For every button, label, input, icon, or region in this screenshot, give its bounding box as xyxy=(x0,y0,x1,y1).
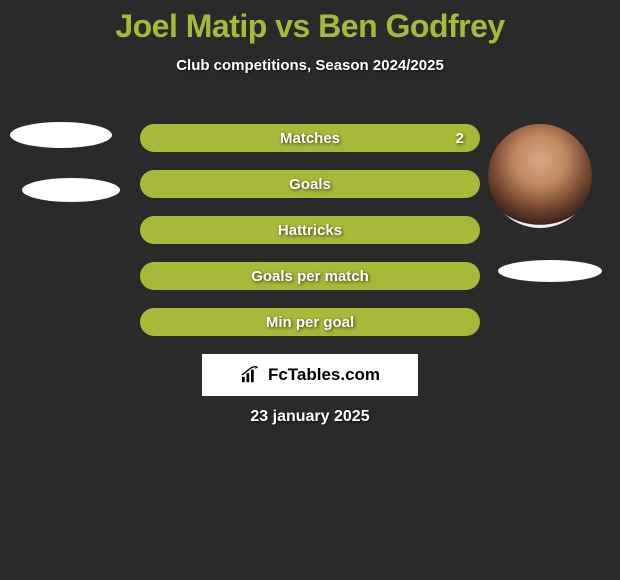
stats-bars: Matches 2 Goals Hattricks Goals per matc… xyxy=(140,124,480,354)
bar-goals: Goals xyxy=(140,170,480,198)
bar-hattricks: Hattricks xyxy=(140,216,480,244)
player2-marker xyxy=(498,260,602,282)
player1-marker-top xyxy=(10,122,112,148)
subtitle: Club competitions, Season 2024/2025 xyxy=(0,57,620,74)
bar-min-per-goal: Min per goal xyxy=(140,308,480,336)
player1-marker-bottom xyxy=(22,178,120,202)
bar-matches: Matches 2 xyxy=(140,124,480,152)
bar-value: 2 xyxy=(456,130,464,147)
fctables-logo: FcTables.com xyxy=(202,354,418,396)
bar-label: Matches xyxy=(280,130,340,147)
bar-label: Goals xyxy=(289,176,331,193)
chart-icon xyxy=(240,366,262,384)
vs-separator: vs xyxy=(267,8,318,44)
bar-label: Hattricks xyxy=(278,222,342,239)
logo-text: FcTables.com xyxy=(268,365,380,385)
comparison-title: Joel Matip vs Ben Godfrey xyxy=(0,0,620,45)
player2-avatar xyxy=(488,124,592,228)
player1-name: Joel Matip xyxy=(115,8,266,44)
player2-name: Ben Godfrey xyxy=(318,8,505,44)
bar-label: Goals per match xyxy=(251,268,369,285)
bar-goals-per-match: Goals per match xyxy=(140,262,480,290)
date-label: 23 january 2025 xyxy=(0,408,620,426)
bar-label: Min per goal xyxy=(266,314,354,331)
